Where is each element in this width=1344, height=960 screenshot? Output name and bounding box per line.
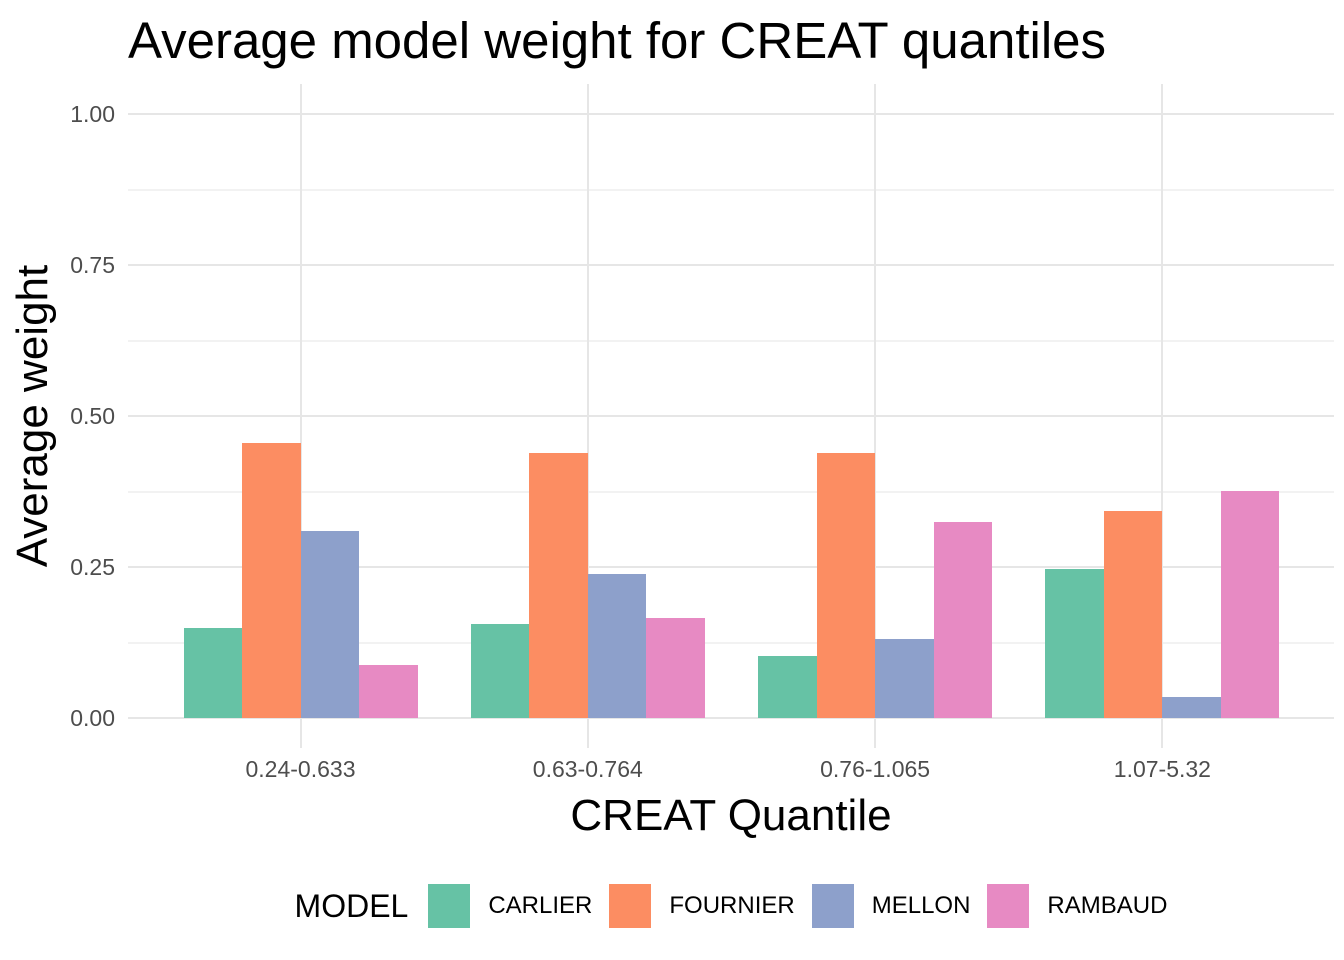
gridline-major-x	[299, 84, 302, 748]
legend-label: RAMBAUD	[1047, 892, 1168, 919]
x-tick-label: 0.63-0.764	[532, 756, 643, 782]
legend-entry-fournier: FOURNIER	[609, 884, 795, 928]
legend-label: FOURNIER	[669, 892, 795, 919]
gridline-major-y	[128, 566, 1334, 568]
gridline-minor-y	[128, 490, 1334, 493]
gridline-major-y	[128, 113, 1334, 115]
x-tick-label: 0.24-0.633	[245, 756, 356, 782]
gridline-minor-y	[128, 641, 1334, 644]
bar-rambaud-3	[1220, 490, 1280, 718]
legend-swatch-rambaud	[987, 884, 1030, 928]
y-tick-label: 1.00	[70, 101, 115, 127]
bar-fournier-0	[242, 443, 301, 718]
bar-carlier-2	[758, 656, 817, 718]
gridline-major-x	[1161, 84, 1164, 748]
legend: MODEL CARLIER FOURNIER MELLON RAMBAUD	[128, 876, 1334, 936]
plot-panel	[128, 84, 1334, 748]
gridline-major-y	[128, 717, 1334, 719]
y-tick-label: 0.25	[70, 554, 115, 580]
bar-fournier-2	[816, 452, 876, 718]
legend-swatch-mellon	[811, 884, 854, 928]
bar-mellon-3	[1162, 697, 1221, 718]
y-tick-label: 0.50	[70, 403, 115, 429]
x-tick-label: 0.76-1.065	[820, 756, 931, 782]
bar-rambaud-2	[933, 521, 993, 718]
x-axis-title: CREAT Quantile	[570, 791, 892, 840]
bar-rambaud-1	[646, 617, 705, 718]
legend-label: CARLIER	[488, 892, 593, 919]
bar-mellon-1	[587, 574, 647, 718]
gridline-minor-y	[128, 339, 1334, 342]
bar-mellon-0	[300, 530, 359, 718]
y-tick-label: 0.00	[70, 705, 115, 731]
gridline-minor-y	[128, 188, 1334, 191]
gridline-major-y	[128, 415, 1334, 417]
bar-carlier-3	[1045, 569, 1104, 718]
legend-swatch-carlier	[428, 884, 471, 928]
legend-entry-rambaud: RAMBAUD	[987, 884, 1167, 928]
gridline-major-x	[586, 84, 589, 748]
gridline-major-y	[128, 264, 1334, 266]
bar-fournier-3	[1103, 510, 1163, 718]
gridline-major-x	[874, 84, 877, 748]
bar-carlier-1	[470, 624, 530, 718]
bar-carlier-0	[183, 628, 242, 718]
legend-swatch-fournier	[609, 884, 652, 928]
bar-rambaud-0	[359, 665, 418, 718]
bar-mellon-2	[875, 638, 934, 718]
legend-entry-mellon: MELLON	[811, 884, 971, 928]
chart-title: Average model weight for CREAT quantiles	[128, 12, 1107, 69]
x-tick-label: 1.07-5.32	[1113, 756, 1211, 782]
legend-title: MODEL	[294, 887, 409, 924]
legend-label: MELLON	[871, 892, 971, 919]
y-tick-label: 0.75	[70, 252, 115, 278]
bar-fournier-1	[529, 452, 588, 718]
legend-entry-carlier: CARLIER	[428, 884, 592, 928]
